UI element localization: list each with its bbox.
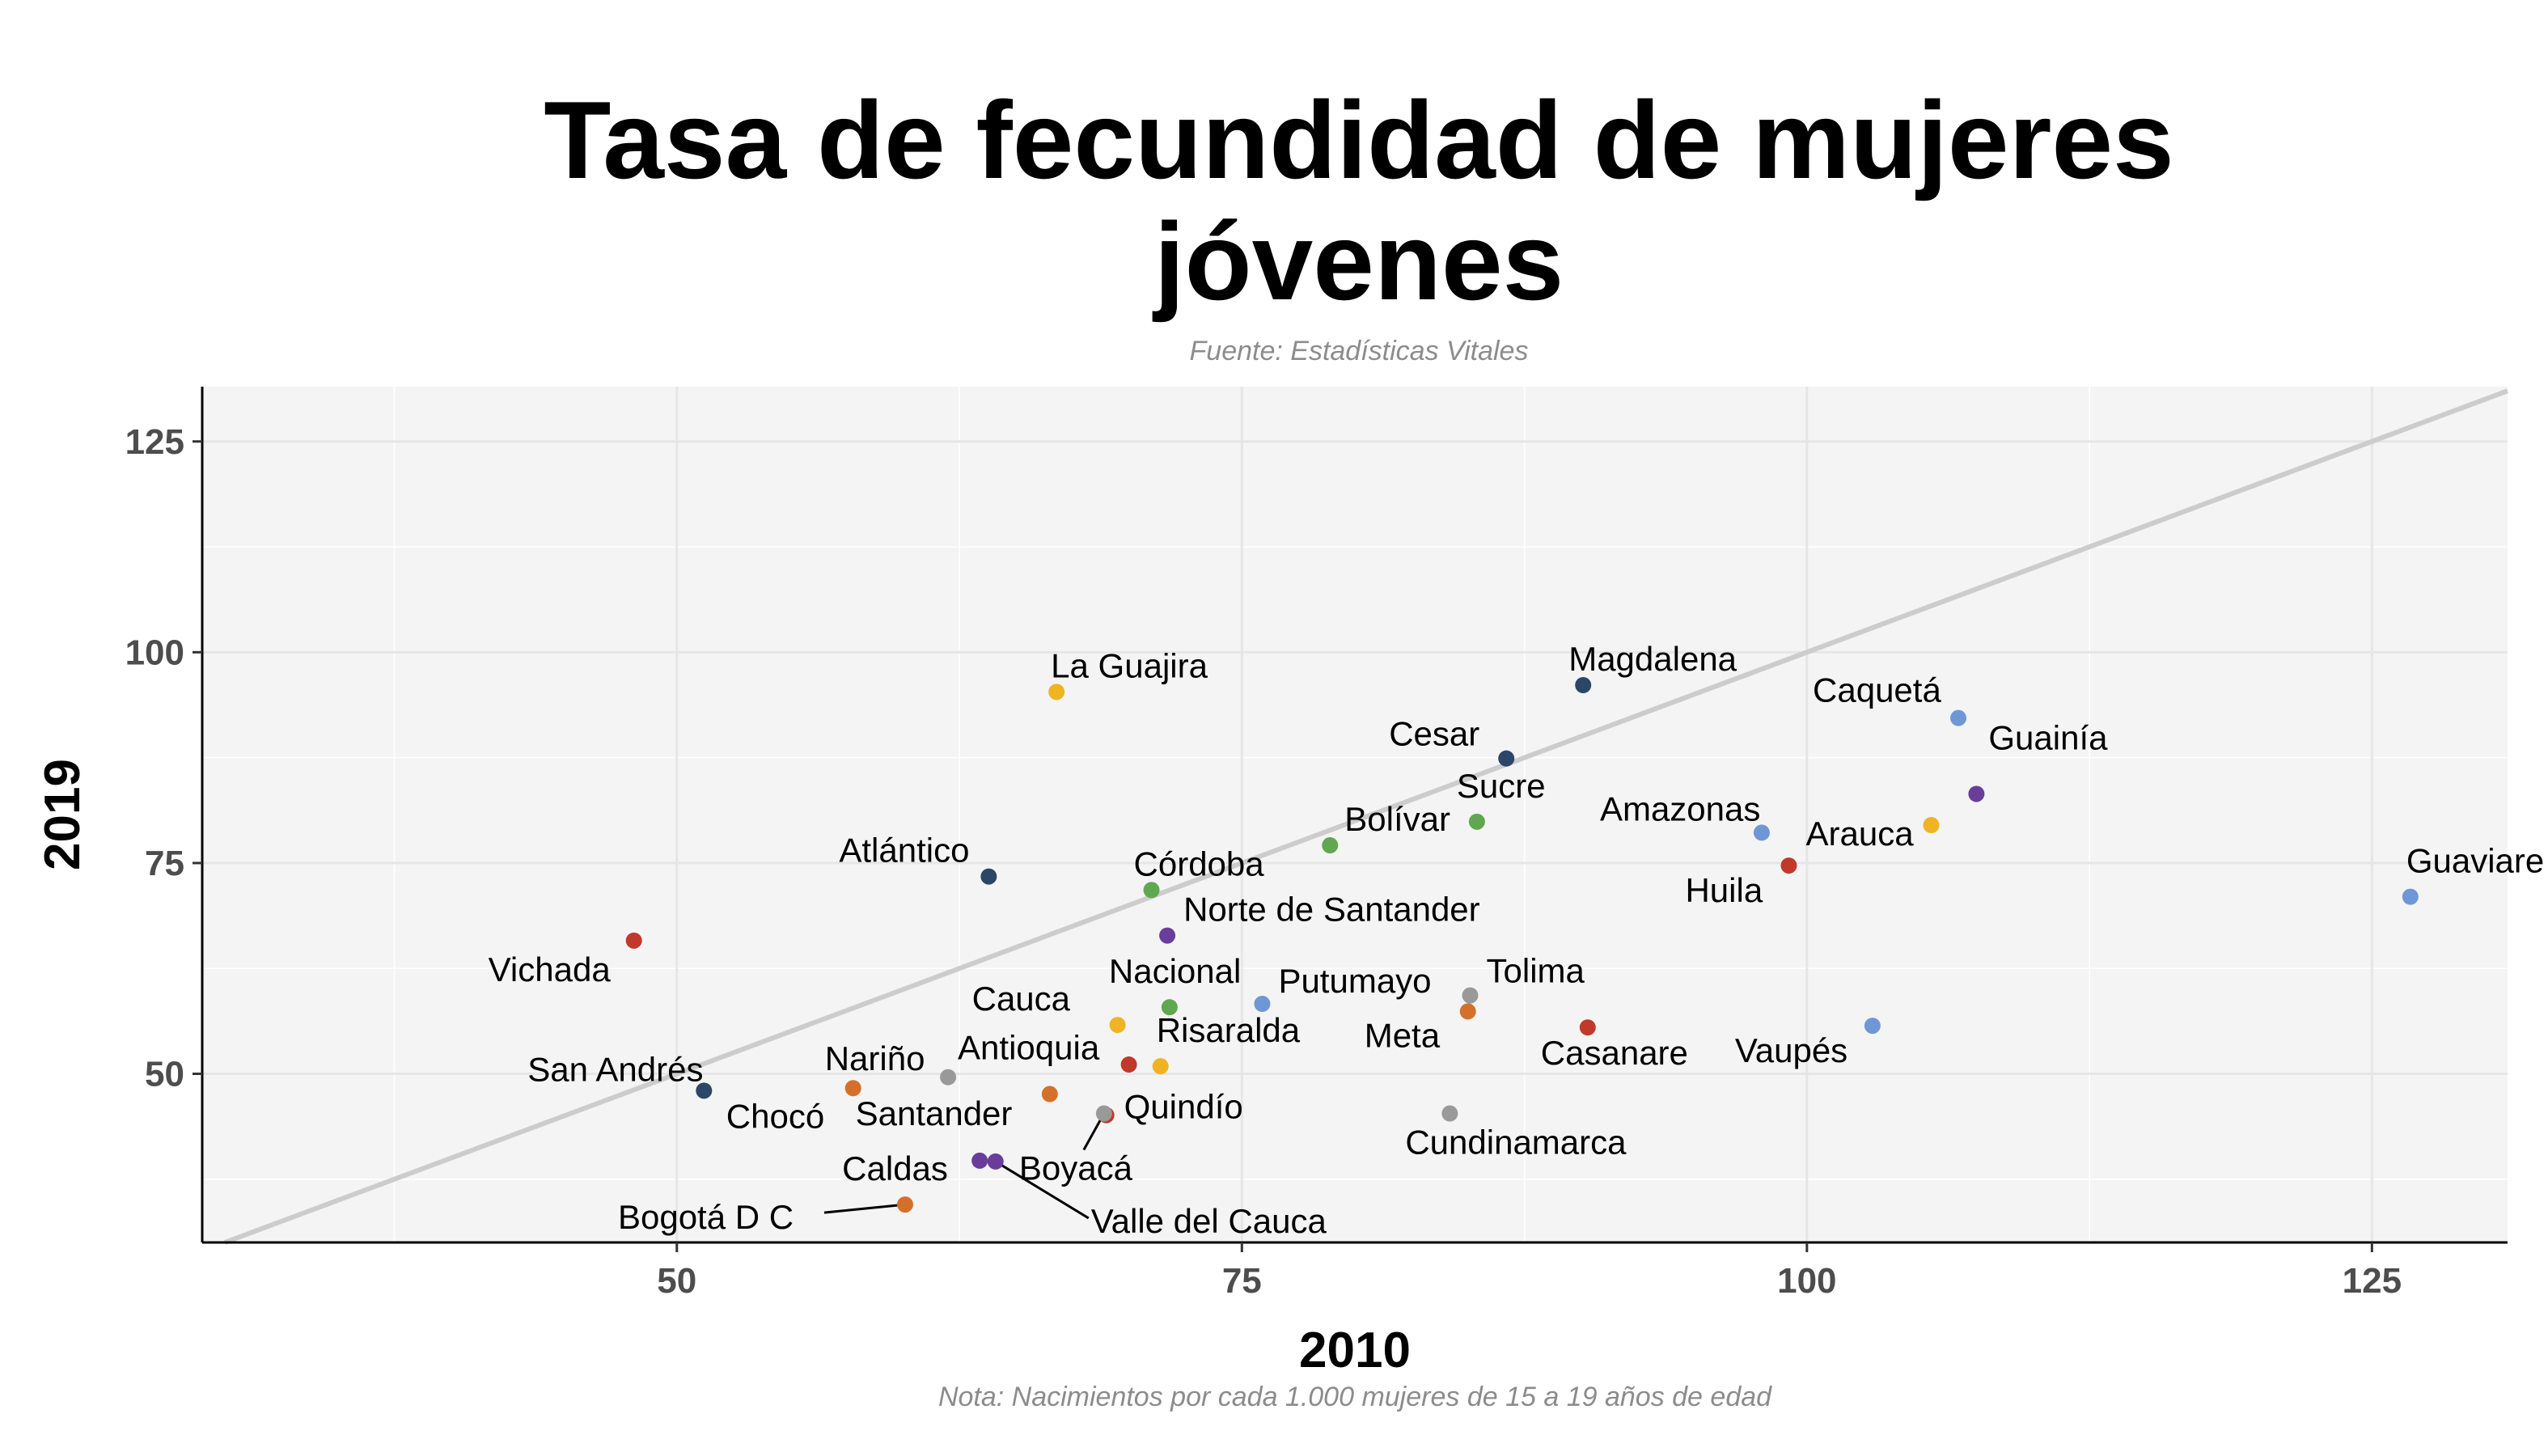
point-label: Atlántico bbox=[839, 832, 969, 870]
point-label: Bolívar bbox=[1344, 800, 1450, 838]
data-point bbox=[896, 1196, 913, 1213]
point-label: Magdalena bbox=[1568, 640, 1737, 678]
point-label: Caldas bbox=[842, 1149, 948, 1187]
data-point bbox=[987, 1153, 1004, 1170]
x-tick-label: 75 bbox=[1222, 1261, 1262, 1301]
point-label: Casanare bbox=[1541, 1034, 1688, 1072]
point-label: Guaviare bbox=[2406, 842, 2544, 880]
data-point bbox=[1753, 824, 1770, 841]
y-tick-label: 125 bbox=[125, 422, 184, 462]
point-label: Meta bbox=[1365, 1016, 1441, 1054]
x-tick-label: 50 bbox=[657, 1261, 696, 1301]
data-point bbox=[1864, 1018, 1881, 1035]
grid-lines bbox=[202, 387, 2508, 1242]
data-point bbox=[1161, 999, 1178, 1016]
data-point bbox=[625, 932, 642, 949]
data-point bbox=[940, 1069, 957, 1086]
data-point bbox=[1575, 676, 1592, 693]
axis-ticks: 50 75 100 125 50 75 100 125 bbox=[125, 422, 2402, 1301]
data-point bbox=[1095, 1105, 1112, 1122]
point-label: Boyacá bbox=[1019, 1149, 1133, 1187]
data-point bbox=[1780, 857, 1797, 874]
chart-subtitle: Fuente: Estadísticas Vitales bbox=[1190, 336, 1529, 366]
data-point bbox=[1120, 1056, 1137, 1073]
point-label: Caquetá bbox=[1813, 671, 1941, 709]
data-point bbox=[1968, 785, 1985, 802]
point-label: Chocó bbox=[726, 1098, 824, 1136]
plot-panel bbox=[202, 387, 2508, 1242]
chart-caption: Nota: Nacimientos por cada 1.000 mujeres… bbox=[938, 1382, 1772, 1412]
data-point bbox=[696, 1082, 713, 1099]
point-label: Vichada bbox=[489, 950, 612, 988]
point-label: La Guajira bbox=[1051, 646, 1208, 684]
x-axis-title: 2010 bbox=[1299, 1323, 1411, 1378]
y-axis-title: 2019 bbox=[35, 759, 91, 870]
point-labels: Guaviare Caquetá Guainía Arauca Huila Amazona… bbox=[489, 640, 2545, 1240]
data-point bbox=[1462, 987, 1479, 1004]
data-point bbox=[1950, 709, 1967, 726]
data-point bbox=[844, 1080, 861, 1097]
point-label: Bogotá D C bbox=[618, 1198, 794, 1236]
y-tick-label: 50 bbox=[145, 1055, 184, 1094]
data-point bbox=[1579, 1019, 1596, 1036]
data-point bbox=[1468, 813, 1485, 830]
point-label: Tolima bbox=[1487, 952, 1585, 990]
chart-title-line-1: Tasa de fecundidad de mujeres bbox=[544, 78, 2173, 201]
data-point bbox=[1254, 996, 1271, 1013]
point-label: Valle del Cauca bbox=[1091, 1202, 1327, 1240]
point-label: Arauca bbox=[1806, 815, 1915, 853]
point-label: Cundinamarca bbox=[1405, 1124, 1627, 1162]
point-label: Cesar bbox=[1389, 715, 1479, 753]
identity-reference-line bbox=[223, 388, 2509, 1245]
point-label: Amazonas bbox=[1600, 789, 1760, 827]
leader-line bbox=[994, 1160, 1090, 1220]
data-point bbox=[1498, 750, 1515, 767]
data-point bbox=[1109, 1017, 1126, 1034]
point-label: Risaralda bbox=[1157, 1011, 1301, 1049]
data-point bbox=[1159, 927, 1176, 944]
point-label: Huila bbox=[1685, 871, 1763, 909]
point-label: Córdoba bbox=[1134, 844, 1265, 882]
point-label: Cauca bbox=[972, 980, 1071, 1018]
data-point bbox=[1322, 837, 1339, 854]
point-label: Sucre bbox=[1457, 767, 1546, 805]
leader-line bbox=[823, 1203, 906, 1214]
data-point bbox=[1143, 882, 1160, 899]
data-point bbox=[2402, 888, 2419, 905]
point-label: Vaupés bbox=[1735, 1031, 1848, 1069]
y-tick-label: 75 bbox=[145, 844, 184, 883]
point-label: Nacional bbox=[1109, 952, 1241, 990]
y-tick-label: 100 bbox=[125, 633, 184, 672]
x-tick-label: 125 bbox=[2343, 1261, 2402, 1301]
data-point bbox=[1041, 1086, 1058, 1103]
point-label: Norte de Santander bbox=[1183, 891, 1480, 929]
point-label: Nariño bbox=[825, 1039, 925, 1077]
point-label: Quindío bbox=[1124, 1088, 1243, 1126]
data-point bbox=[1923, 817, 1940, 834]
chart-title-line-2: jóvenes bbox=[1152, 200, 1564, 323]
point-label: San Andrés bbox=[527, 1050, 703, 1088]
data-points bbox=[625, 676, 2419, 1213]
point-label: Santander bbox=[856, 1094, 1013, 1132]
point-label: Putumayo bbox=[1278, 962, 1431, 1000]
x-tick-label: 100 bbox=[1777, 1261, 1836, 1301]
data-point bbox=[980, 868, 997, 885]
point-label: Guainía bbox=[1988, 718, 2108, 756]
data-point bbox=[1152, 1058, 1169, 1075]
point-label: Antioquia bbox=[958, 1029, 1100, 1067]
data-point bbox=[971, 1152, 988, 1169]
data-point bbox=[1441, 1105, 1458, 1122]
data-point bbox=[1048, 684, 1065, 700]
data-point bbox=[1459, 1003, 1476, 1020]
